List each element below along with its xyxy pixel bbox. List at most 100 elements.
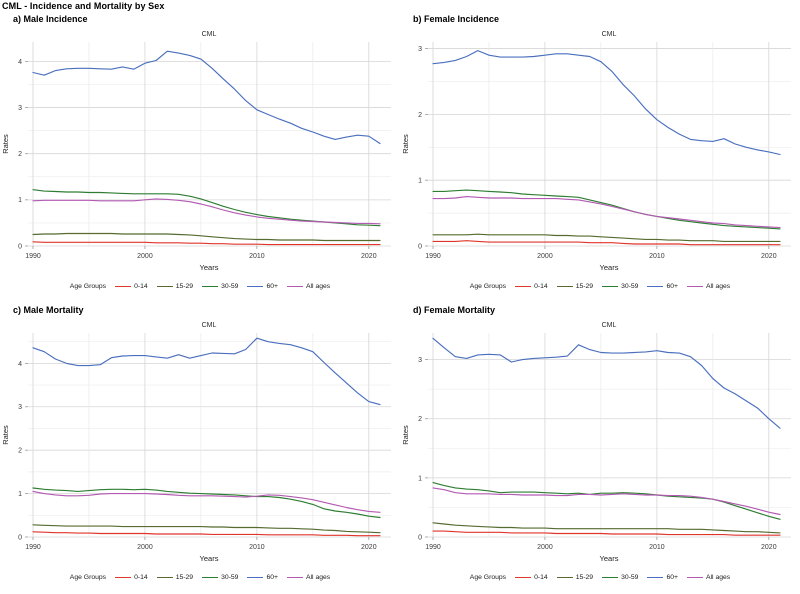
chart-title: CML xyxy=(602,322,617,329)
panel-label: c) Male Mortality xyxy=(13,305,84,315)
x-tick-label: 2020 xyxy=(361,544,377,551)
series-line-60+ xyxy=(432,337,781,429)
series-line-0-14 xyxy=(32,241,381,246)
legend-title: Age Groups xyxy=(469,574,507,581)
legend-label: All ages xyxy=(306,574,331,581)
y-tick-label: 0 xyxy=(418,243,422,250)
plot-female-mortality: CML 1990 2000 2010 2020 0 1 2 3 Years Rates xyxy=(401,322,791,563)
legend-label: 30-59 xyxy=(221,574,239,581)
legend-item-0-14: 0-14 xyxy=(515,283,548,290)
y-tick-label: 0 xyxy=(18,534,22,541)
y-tick-label: 4 xyxy=(18,361,22,368)
legend-label: 15-29 xyxy=(575,574,594,581)
legend-swatch xyxy=(515,577,532,578)
y-tick-label: 3 xyxy=(18,105,22,112)
legend: Age Groups 0-14 15-29 30-59 60+ All ages xyxy=(400,283,800,290)
legend-label: 15-29 xyxy=(575,283,594,290)
x-tick-label: 2010 xyxy=(649,544,665,551)
legend-item-30-59: 30-59 xyxy=(602,283,638,290)
panel-label: a) Male Incidence xyxy=(13,14,88,24)
legend: Age Groups 0-14 15-29 30-59 60+ All ages xyxy=(0,574,400,581)
legend-swatch xyxy=(287,286,303,287)
legend-item-0-14: 0-14 xyxy=(115,283,148,290)
legend-label: All ages xyxy=(706,574,731,581)
series-line-All ages xyxy=(32,490,381,513)
y-axis-label: Rates xyxy=(1,425,10,445)
y-tick-label: 0 xyxy=(418,534,422,541)
chart-title: CML xyxy=(602,31,617,38)
legend: Age Groups 0-14 15-29 30-59 60+ All ages xyxy=(0,283,400,290)
y-tick-label: 2 xyxy=(18,151,22,158)
x-tick-label: 2020 xyxy=(361,253,377,260)
series-line-60+ xyxy=(32,337,381,406)
series-line-All ages xyxy=(32,198,381,225)
legend-item-0-14: 0-14 xyxy=(515,574,548,581)
y-tick-label: 3 xyxy=(418,357,422,364)
x-tick-label: 2010 xyxy=(649,253,665,260)
legend-swatch xyxy=(287,577,303,578)
legend-label: 30-59 xyxy=(621,283,639,290)
x-tick-label: 1990 xyxy=(25,253,41,260)
x-tick-label: 1990 xyxy=(25,544,41,551)
series-line-All ages xyxy=(432,487,781,516)
series-line-0-14 xyxy=(432,530,781,536)
series-line-60+ xyxy=(32,50,381,145)
series-line-15-29 xyxy=(432,522,781,534)
series-line-All ages xyxy=(432,196,781,229)
plot-male-mortality: CML 1990 2000 2010 2020 0 1 2 3 4 Years Rates xyxy=(1,322,391,563)
legend-label: 30-59 xyxy=(221,283,239,290)
legend-label: 15-29 xyxy=(175,574,194,581)
legend-label: 60+ xyxy=(666,283,678,290)
y-tick-label: 3 xyxy=(18,404,22,411)
y-axis-label: Rates xyxy=(401,425,410,445)
legend-item-60+: 60+ xyxy=(647,574,678,581)
x-axis-label: Years xyxy=(600,263,619,272)
x-tick-label: 2020 xyxy=(761,544,777,551)
legend-swatch xyxy=(515,286,532,287)
y-tick-label: 1 xyxy=(18,197,22,204)
legend-title: Age Groups xyxy=(69,283,107,290)
legend-item-60+: 60+ xyxy=(247,574,278,581)
y-tick-label: 3 xyxy=(418,46,422,53)
legend-swatch xyxy=(647,577,664,578)
legend-swatch xyxy=(687,577,703,578)
x-axis-label: Years xyxy=(200,263,219,272)
legend-swatch xyxy=(156,577,173,578)
legend-label: All ages xyxy=(306,283,331,290)
series-line-30-59 xyxy=(432,189,781,230)
legend-item-0-14: 0-14 xyxy=(115,574,148,581)
x-tick-label: 2020 xyxy=(761,253,777,260)
y-tick-label: 2 xyxy=(18,448,22,455)
x-tick-label: 2000 xyxy=(137,544,153,551)
legend-label: 0-14 xyxy=(534,283,548,290)
y-tick-label: 1 xyxy=(18,491,22,498)
panel-male-incidence: a) Male Incidence CML 1990 2000 2010 2020 0 1 2… xyxy=(0,12,400,303)
legend-item-all-ages: All ages xyxy=(287,574,330,581)
series-line-15-29 xyxy=(32,524,381,534)
panel-label: d) Female Mortality xyxy=(413,305,496,315)
legend-item-60+: 60+ xyxy=(647,283,678,290)
legend-swatch xyxy=(556,286,573,287)
panel-male-mortality: c) Male Mortality CML 1990 2000 2010 2020 0 1 2… xyxy=(0,303,400,594)
legend-item-15-29: 15-29 xyxy=(556,574,594,581)
legend-swatch xyxy=(202,286,219,287)
legend-swatch xyxy=(115,577,132,578)
legend-label: 60+ xyxy=(266,283,278,290)
x-tick-label: 2000 xyxy=(137,253,153,260)
legend-item-30-59: 30-59 xyxy=(202,574,238,581)
legend-label: 15-29 xyxy=(175,283,194,290)
legend-swatch xyxy=(602,286,619,287)
legend-item-all-ages: All ages xyxy=(287,283,330,290)
legend-item-60+: 60+ xyxy=(247,283,278,290)
x-tick-label: 2010 xyxy=(249,253,265,260)
legend-label: 0-14 xyxy=(134,283,148,290)
y-tick-label: 4 xyxy=(18,59,22,66)
series-line-0-14 xyxy=(32,531,381,537)
x-tick-label: 1990 xyxy=(425,253,441,260)
y-tick-label: 1 xyxy=(418,178,422,185)
y-axis-label: Rates xyxy=(1,134,10,154)
y-tick-label: 2 xyxy=(418,112,422,119)
x-axis-label: Years xyxy=(600,554,619,563)
plot-female-incidence: CML 1990 2000 2010 2020 0 1 2 3 Years Rates xyxy=(401,31,791,272)
